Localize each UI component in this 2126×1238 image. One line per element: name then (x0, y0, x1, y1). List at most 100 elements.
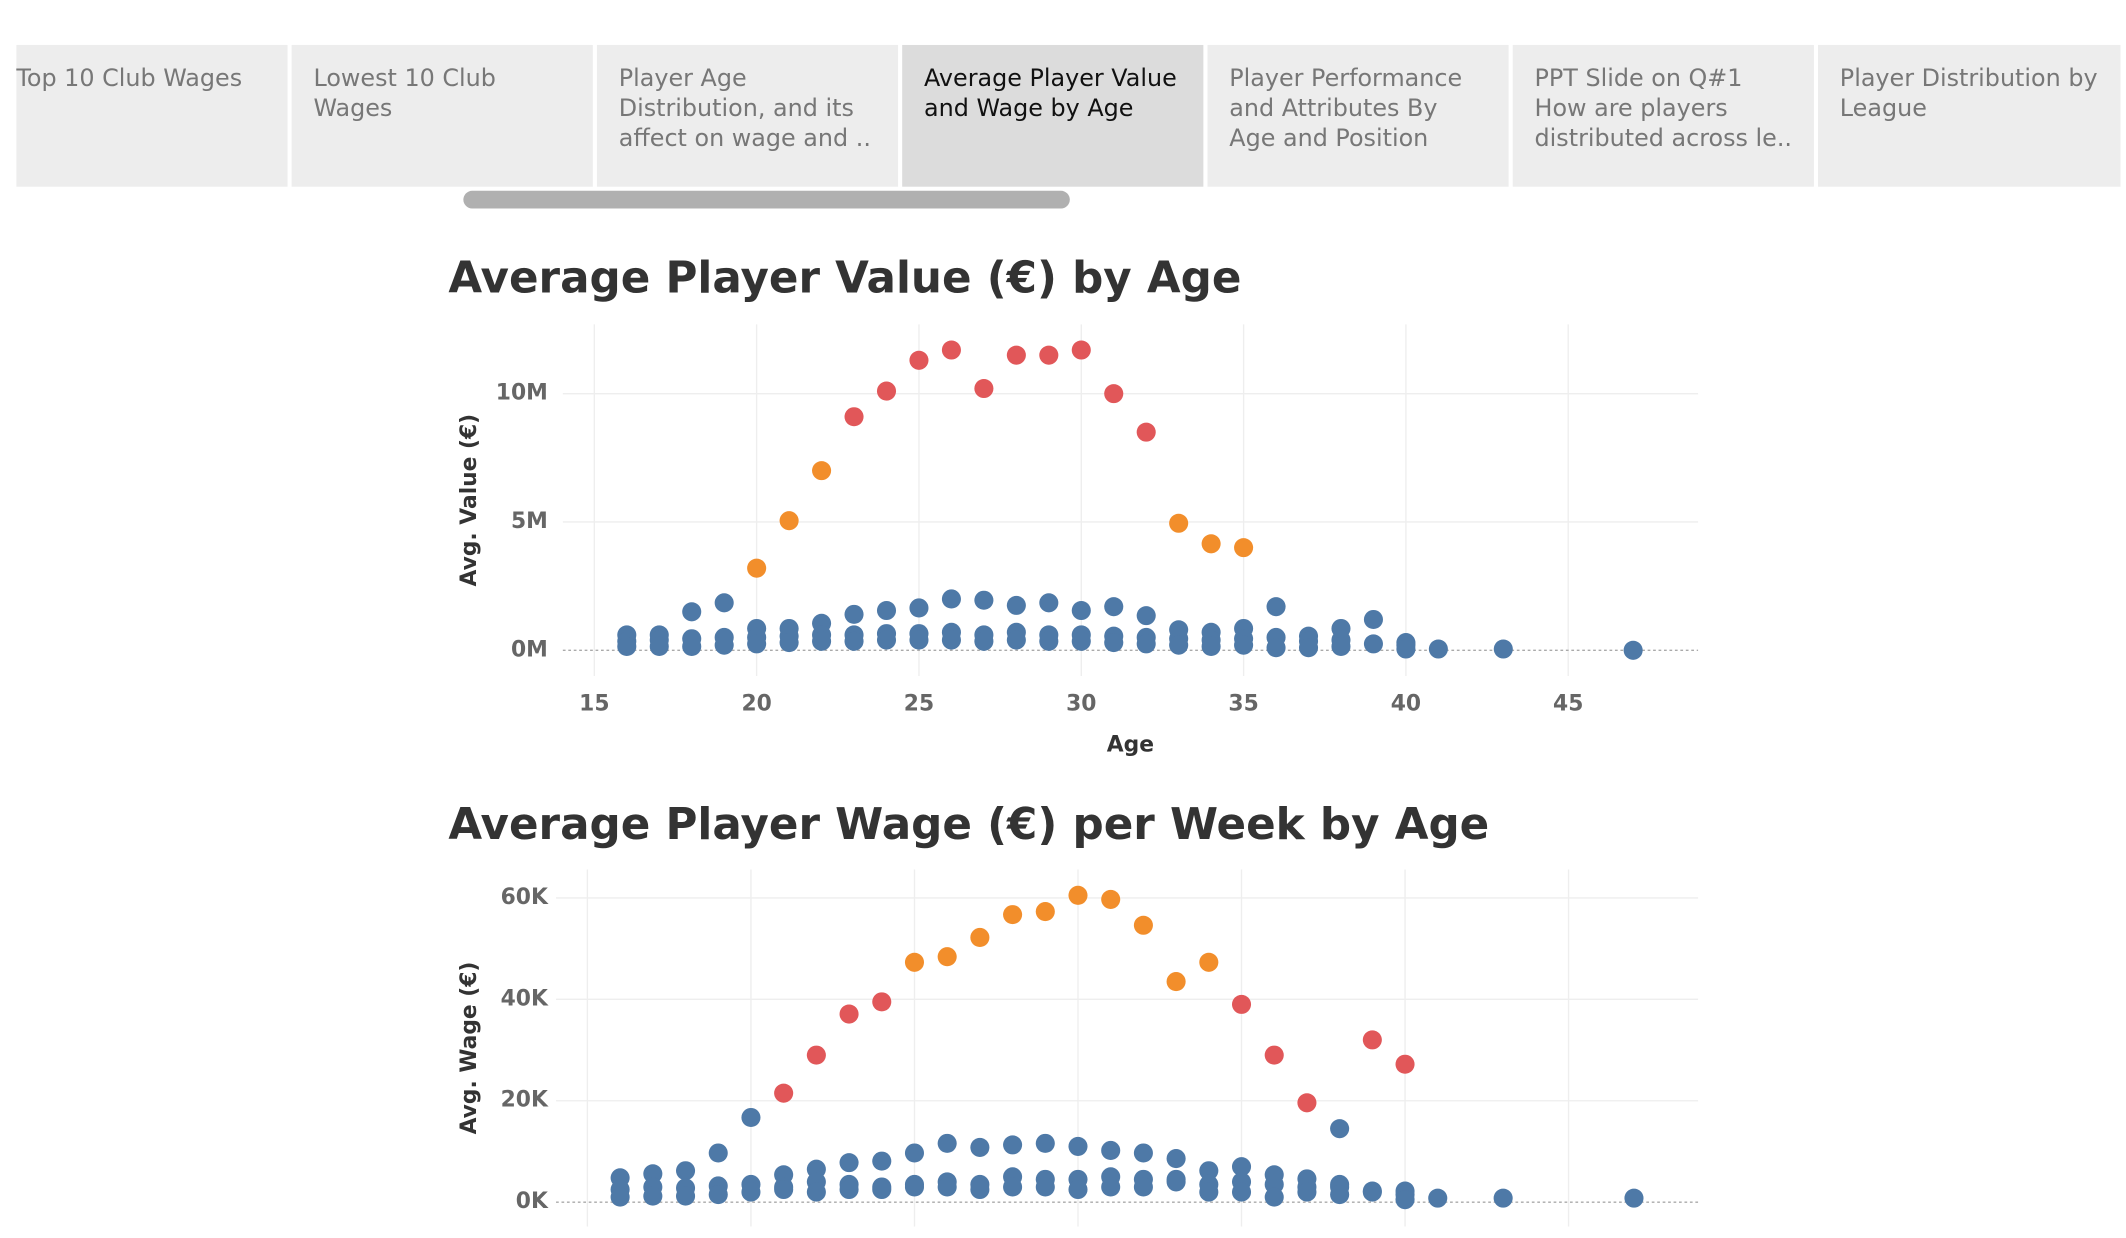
data-point (1428, 1188, 1448, 1208)
tab[interactable]: PPT Slide on Q#1 How are players distrib… (1512, 44, 1814, 187)
x-tick-label: 40 (1391, 692, 1421, 717)
data-point (1101, 1177, 1121, 1197)
data-point (1003, 1135, 1023, 1155)
data-point (1199, 1161, 1219, 1181)
x-axis-label: Age (1107, 732, 1154, 757)
data-point (812, 631, 832, 651)
data-point (779, 511, 799, 531)
data-point (643, 1186, 663, 1206)
data-point (1266, 638, 1286, 658)
data-point (1493, 639, 1513, 659)
data-point (1330, 1185, 1350, 1205)
tab[interactable]: Average Player Value and Wage by Age (902, 44, 1204, 187)
data-point (649, 636, 669, 656)
data-point (1297, 1093, 1317, 1113)
data-point (682, 636, 702, 656)
x-tick-label: 25 (904, 692, 934, 717)
data-point (844, 631, 864, 651)
data-point (1234, 635, 1254, 655)
data-point (747, 558, 767, 578)
data-point (1104, 633, 1124, 653)
data-point (1068, 1179, 1088, 1200)
x-tick-label: 30 (1066, 692, 1096, 717)
data-point (1297, 1182, 1317, 1202)
data-point (937, 1133, 957, 1153)
data-point (937, 1177, 957, 1197)
data-point (676, 1186, 696, 1206)
tab[interactable]: Player Performance and Attributes By Age… (1207, 44, 1509, 187)
data-point (1166, 1149, 1186, 1169)
y-tick-label: 0K (516, 1189, 549, 1214)
data-point (676, 1161, 696, 1181)
data-point (974, 631, 994, 651)
data-point (1035, 1133, 1055, 1153)
data-point (872, 992, 892, 1012)
data-point (941, 630, 961, 650)
data-point (1006, 345, 1026, 365)
data-point (741, 1107, 761, 1128)
data-point (779, 633, 799, 653)
data-point (1166, 972, 1186, 992)
data-point (708, 1143, 728, 1163)
data-point (970, 1179, 990, 1200)
data-point (839, 1179, 859, 1200)
tab[interactable]: Top 10 Club Wages (16, 44, 288, 187)
data-point (909, 598, 929, 618)
data-point (1362, 1182, 1382, 1202)
data-point (1199, 1182, 1219, 1202)
data-point (714, 635, 734, 655)
tab[interactable]: Player Distribution by League (1818, 44, 2121, 187)
x-tick-label: 20 (741, 692, 771, 717)
y-tick-label: 20K (501, 1088, 549, 1113)
data-point (1298, 638, 1319, 658)
data-point (1395, 1054, 1415, 1074)
data-point (1039, 631, 1059, 651)
data-point (844, 407, 864, 427)
data-point (1231, 994, 1252, 1014)
data-point (1396, 639, 1416, 659)
data-point (1101, 889, 1121, 909)
data-point (1201, 636, 1221, 656)
data-point (1136, 606, 1156, 626)
data-point (904, 1143, 925, 1163)
data-point (1101, 1140, 1121, 1160)
data-point (1035, 902, 1055, 922)
data-point (974, 378, 994, 399)
data-point (806, 1045, 826, 1065)
data-point (1331, 636, 1351, 656)
data-point (844, 604, 864, 624)
data-point (1104, 384, 1124, 404)
data-point (1395, 1190, 1415, 1210)
data-point (1169, 635, 1189, 655)
data-point (1493, 1188, 1513, 1208)
data-point (774, 1179, 794, 1200)
data-point (1133, 1177, 1153, 1197)
data-point (872, 1179, 892, 1200)
data-point (1231, 1157, 1252, 1177)
data-point (941, 340, 961, 360)
data-point (839, 1153, 859, 1173)
data-point (774, 1083, 794, 1103)
tab[interactable]: Player Age Distribution, and its affect … (596, 44, 899, 187)
tab[interactable]: Lowest 10 Club Wages (291, 44, 593, 187)
scrollbar[interactable] (463, 190, 1070, 209)
y-tick-label: 0M (511, 637, 548, 662)
data-point (1003, 1177, 1023, 1197)
y-tick-label: 60K (501, 885, 549, 910)
data-point (1071, 600, 1091, 621)
data-point (1624, 1188, 1644, 1208)
data-point (643, 1164, 663, 1184)
data-point (909, 350, 929, 370)
chart-title: Average Player Wage (€) per Week by Age (448, 800, 1489, 850)
y-axis-label: Avg. Wage (€) (457, 962, 482, 1135)
data-point (970, 927, 990, 947)
x-tick-label: 15 (579, 692, 609, 717)
data-point (806, 1182, 826, 1202)
data-point (970, 1137, 990, 1157)
data-point (812, 461, 832, 481)
data-point (941, 589, 961, 609)
data-point (876, 381, 897, 401)
